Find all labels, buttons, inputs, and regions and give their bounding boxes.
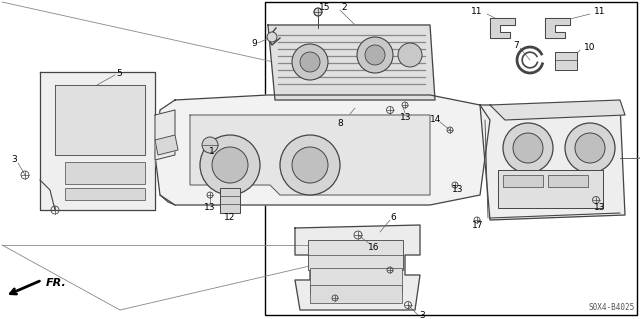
Text: 8: 8 xyxy=(337,118,343,128)
Text: 11: 11 xyxy=(594,8,605,17)
Text: 11: 11 xyxy=(470,8,482,17)
Circle shape xyxy=(503,123,553,173)
Circle shape xyxy=(292,44,328,80)
Bar xyxy=(503,175,543,187)
Text: 2: 2 xyxy=(341,3,347,11)
Polygon shape xyxy=(55,85,145,155)
Circle shape xyxy=(398,43,422,67)
Text: 13: 13 xyxy=(400,114,412,122)
Circle shape xyxy=(565,123,615,173)
Polygon shape xyxy=(480,105,625,220)
Bar xyxy=(310,285,402,303)
Polygon shape xyxy=(40,72,155,210)
Text: 10: 10 xyxy=(584,42,595,51)
Circle shape xyxy=(202,137,218,153)
Text: 17: 17 xyxy=(472,220,484,229)
Bar xyxy=(498,170,603,208)
Circle shape xyxy=(267,32,277,42)
Text: 6: 6 xyxy=(390,212,396,221)
Bar xyxy=(265,2,637,315)
Bar xyxy=(555,52,577,70)
Text: 14: 14 xyxy=(430,115,442,123)
Text: 7: 7 xyxy=(513,41,519,49)
Polygon shape xyxy=(190,115,430,195)
Polygon shape xyxy=(155,110,175,160)
Text: 13: 13 xyxy=(452,186,464,195)
Circle shape xyxy=(365,45,385,65)
Bar xyxy=(65,188,145,200)
Circle shape xyxy=(300,52,320,72)
Text: FR.: FR. xyxy=(46,278,67,288)
Text: 3: 3 xyxy=(419,310,425,319)
Polygon shape xyxy=(490,18,515,38)
Polygon shape xyxy=(155,135,178,155)
Circle shape xyxy=(200,135,260,195)
Text: 13: 13 xyxy=(204,204,216,212)
Polygon shape xyxy=(268,25,435,100)
Circle shape xyxy=(513,133,543,163)
Circle shape xyxy=(212,147,248,183)
Bar xyxy=(308,240,403,270)
Polygon shape xyxy=(545,18,570,38)
Circle shape xyxy=(292,147,328,183)
Bar xyxy=(65,162,145,184)
Polygon shape xyxy=(155,95,490,205)
Bar xyxy=(310,268,402,293)
Circle shape xyxy=(357,37,393,73)
Circle shape xyxy=(314,8,322,16)
Text: 16: 16 xyxy=(368,242,380,251)
Bar xyxy=(548,175,588,187)
Circle shape xyxy=(575,133,605,163)
Polygon shape xyxy=(295,225,420,310)
Circle shape xyxy=(280,135,340,195)
Polygon shape xyxy=(490,100,625,120)
Text: 15: 15 xyxy=(319,3,331,11)
Text: 1: 1 xyxy=(209,147,215,157)
Text: 13: 13 xyxy=(595,204,605,212)
Text: 3: 3 xyxy=(11,155,17,165)
Text: 12: 12 xyxy=(224,212,236,221)
Bar xyxy=(220,188,240,213)
Text: 5: 5 xyxy=(116,69,122,78)
Text: 9: 9 xyxy=(251,39,257,48)
Text: 4: 4 xyxy=(639,153,640,162)
Text: S0X4-B4025: S0X4-B4025 xyxy=(589,303,635,312)
